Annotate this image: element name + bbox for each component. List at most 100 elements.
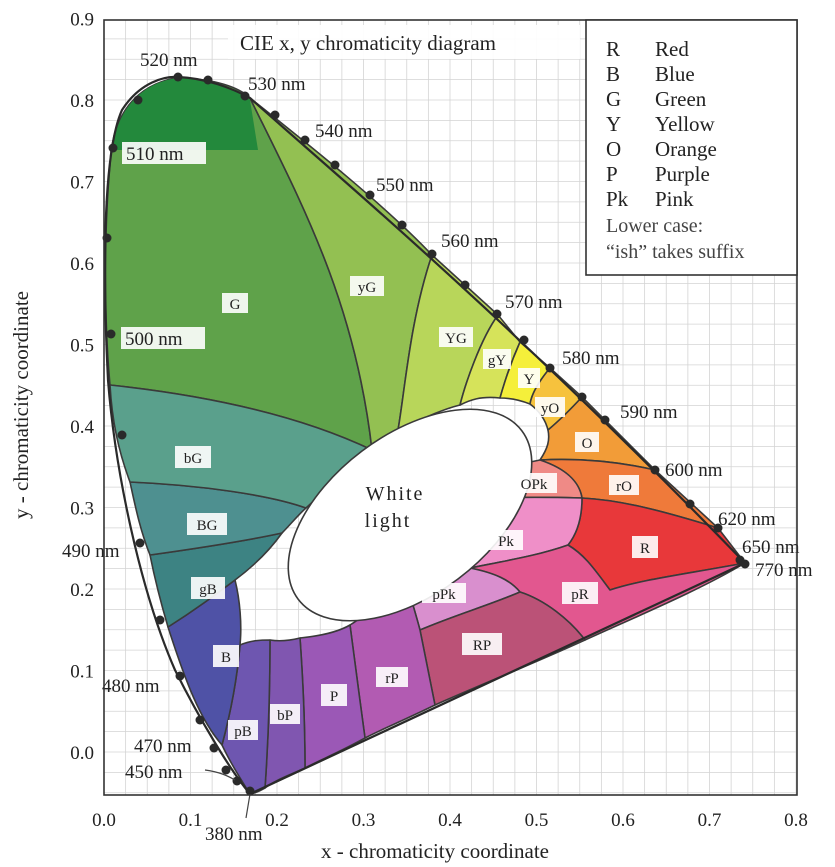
legend-code: Pk [606,187,629,211]
svg-text:bP: bP [277,708,293,724]
dot-540nm [300,135,310,145]
dot-595nm [600,415,610,425]
y-axis-title: y - chromaticity coordinate [9,291,33,519]
label-620nm: 620 nm [718,509,776,530]
wavelength-markers [102,72,750,796]
dot-590nm [577,392,587,402]
svg-text:520 nm: 520 nm [140,50,198,71]
x-tick-label: 0.7 [698,810,722,831]
svg-text:380 nm: 380 nm [205,824,263,845]
label-550nm: 550 nm [376,175,434,196]
x-tick-label: 0.3 [352,810,376,831]
wavelength-labels: 520 nm 530 nm 540 nm 550 nm 560 nm 570 n… [62,50,813,845]
svg-text:B: B [221,650,231,666]
dot-600nm [650,465,660,475]
leader-lines [204,769,251,819]
svg-text:470 nm: 470 nm [134,736,192,757]
svg-text:510 nm: 510 nm [126,144,184,165]
x-tick-label: 0.1 [179,810,203,831]
legend-name: Yellow [655,112,716,136]
svg-text:500 nm: 500 nm [125,329,183,350]
region-labels: G yG YG gY Y yO O rO R OPk Pk pR pPk RP … [175,276,658,740]
y-tick-label: 0.0 [70,743,94,764]
label-510nm: 510 nm [122,142,206,165]
dot-520nm [173,72,183,82]
y-tick-label: 0.5 [70,336,94,357]
x-tick-labels: 0.0 0.1 0.2 0.3 0.4 0.5 0.6 0.7 0.8 [92,810,808,831]
legend-entry: R Red [606,37,689,61]
legend-name: Green [655,87,707,111]
legend-entry: Pk Pink [606,187,694,211]
dot-535nm [270,110,280,120]
svg-text:P: P [330,689,338,705]
legend-name: Purple [655,162,710,186]
svg-text:pR: pR [571,587,589,603]
legend-code: P [606,162,618,186]
white-light-region [287,408,533,622]
svg-text:590 nm: 590 nm [620,402,678,423]
label-470nm: 470 nm [134,736,192,757]
svg-text:White: White [366,483,425,505]
legend-entry: B Blue [606,62,695,86]
label-580nm: 580 nm [562,348,620,369]
dot-565nm [460,280,470,290]
dot-380nm [245,786,255,796]
legend-entry: P Purple [606,162,710,186]
svg-text:gB: gB [199,582,217,598]
chart-title: CIE x, y chromaticity diagram [240,31,496,55]
label-pB: pB [228,720,258,740]
legend-name: Orange [655,137,717,161]
legend-code: G [606,87,621,111]
white-light-label: White light [365,483,425,532]
region-G-top [112,78,258,150]
label-600nm: 600 nm [665,460,723,481]
dot-620nm [713,523,723,533]
legend-entry: G Green [606,87,707,111]
label-490nm: 490 nm [62,541,120,562]
x-axis-title: x - chromaticity coordinate [321,839,549,863]
dot-770nm [740,559,750,569]
x-tick-label: 0.2 [265,810,289,831]
svg-text:pPk: pPk [432,587,456,603]
label-bG: bG [175,446,211,468]
label-OPk: OPk [511,473,557,493]
svg-text:620 nm: 620 nm [718,509,776,530]
label-540nm: 540 nm [315,121,373,142]
svg-text:O: O [582,436,593,452]
dot-510nm [108,143,118,153]
legend-entry: Y Yellow [606,112,716,136]
label-P: P [321,684,347,706]
label-Y: Y [518,368,540,388]
dot-525nm [203,75,213,85]
label-650nm: 650 nm [742,537,800,558]
label-770nm: 770 nm [755,560,813,581]
label-yO: yO [535,397,565,417]
dot-470nm [209,743,219,753]
x-tick-label: 0.6 [611,810,635,831]
svg-text:450 nm: 450 nm [125,762,183,783]
svg-text:570 nm: 570 nm [505,292,563,313]
dot-460nm [221,765,231,775]
svg-text:490 nm: 490 nm [62,541,120,562]
legend-note-line1: Lower case: [606,215,703,237]
x-tick-label: 0.4 [438,810,462,831]
dot-545nm [330,160,340,170]
label-yG: yG [350,276,384,296]
y-tick-label: 0.7 [70,173,94,194]
svg-text:light: light [365,510,412,532]
label-B: B [213,645,239,667]
x-tick-label: 0.8 [784,810,808,831]
dot-555nm [397,220,407,230]
label-520nm: 520 nm [140,50,198,71]
dot-485nm [155,615,165,625]
svg-text:600 nm: 600 nm [665,460,723,481]
y-tick-label: 0.4 [70,417,94,438]
svg-text:R: R [640,541,650,557]
label-530nm: 530 nm [248,74,306,95]
y-tick-label: 0.2 [70,580,94,601]
region-RP [419,591,586,706]
legend-name: Pink [655,187,694,211]
y-tick-label: 0.6 [70,254,94,275]
spectral-locus [103,75,747,796]
svg-text:770 nm: 770 nm [755,560,813,581]
